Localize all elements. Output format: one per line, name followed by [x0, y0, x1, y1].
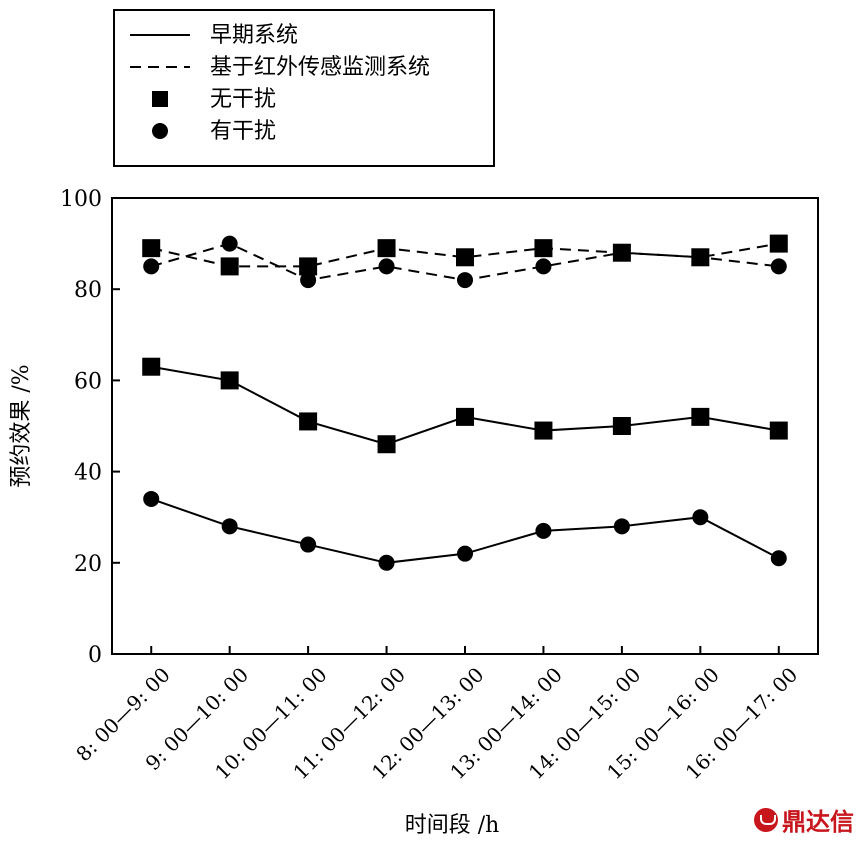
data-point-circle — [692, 249, 709, 266]
data-point-square — [299, 257, 318, 276]
series-line — [150, 242, 779, 268]
y-axis-label: 预约效果 /% — [9, 364, 34, 487]
data-point-square — [299, 412, 318, 431]
data-point-square — [691, 407, 710, 426]
data-point-square — [142, 239, 161, 258]
y-tick-label: 0 — [88, 643, 102, 668]
data-point-circle — [143, 258, 160, 275]
data-point-circle — [457, 272, 473, 289]
data-point-square — [456, 407, 474, 426]
data-point-square — [220, 257, 239, 276]
legend-label: 早期系统 — [210, 23, 298, 48]
data-point-circle — [300, 272, 317, 289]
legend-marker-circle — [152, 123, 168, 139]
data-point-square — [377, 435, 396, 454]
series-2 — [142, 357, 788, 454]
data-point-circle — [613, 518, 630, 535]
legend-label: 基于红外传感监测系统 — [210, 55, 430, 80]
data-point-circle — [378, 554, 395, 571]
series-1 — [143, 235, 787, 289]
data-point-square — [220, 371, 239, 390]
data-point-circle — [143, 490, 160, 507]
y-tick-label: 60 — [74, 369, 102, 394]
data-point-square — [534, 239, 553, 258]
plot-area — [111, 197, 819, 655]
data-point-circle — [221, 518, 238, 535]
legend-marker-square — [152, 91, 168, 107]
data-point-square — [142, 357, 161, 376]
data-point-square — [612, 417, 631, 435]
data-point-square — [769, 421, 788, 440]
data-point-circle — [770, 258, 787, 275]
data-point-circle — [378, 258, 395, 275]
x-axis-label: 时间段 /h — [405, 813, 500, 838]
data-point-square — [534, 421, 553, 440]
data-point-circle — [300, 536, 317, 553]
y-tick-label: 20 — [74, 552, 102, 577]
data-point-square — [377, 239, 396, 258]
data-point-square — [769, 234, 788, 253]
data-point-circle — [221, 235, 238, 252]
legend-box — [113, 9, 495, 167]
y-tick-label: 100 — [60, 187, 102, 212]
data-point-circle — [535, 522, 552, 539]
series-0 — [142, 234, 788, 276]
series-3 — [143, 490, 787, 571]
series-group — [142, 234, 788, 571]
y-tick-label: 40 — [74, 461, 102, 486]
y-tick-label: 80 — [74, 278, 102, 303]
watermark-logo: 鼎达信 — [754, 802, 854, 837]
data-point-circle — [457, 545, 473, 562]
data-point-circle — [692, 509, 709, 526]
data-point-circle — [770, 550, 787, 567]
logo-icon — [754, 807, 778, 832]
legend-label: 无干扰 — [210, 87, 276, 112]
series-line — [151, 365, 779, 446]
data-point-circle — [535, 258, 552, 275]
data-point-circle — [613, 244, 630, 261]
legend-label: 有干扰 — [210, 119, 276, 144]
data-point-square — [456, 248, 474, 267]
watermark-text: 鼎达信 — [782, 808, 854, 836]
